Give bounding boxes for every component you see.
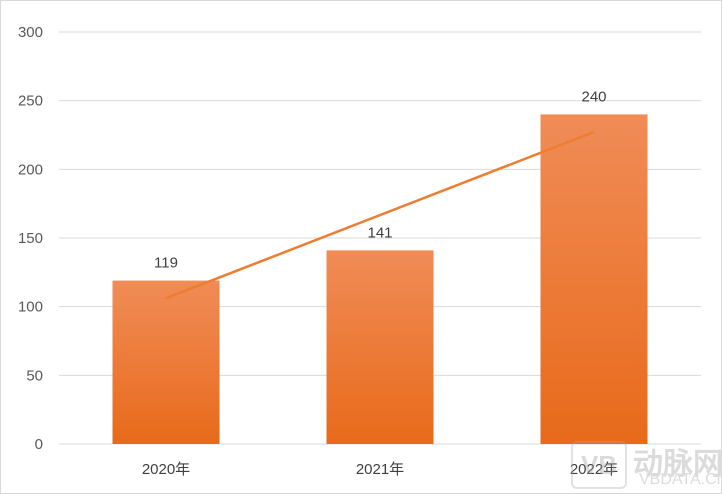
bar: [112, 280, 220, 444]
y-tick-label: 50: [26, 367, 43, 384]
x-tick-label: 2020年: [142, 461, 190, 478]
data-label: 240: [581, 88, 606, 105]
y-tick-label: 100: [18, 299, 43, 316]
watermark-cn: 动脉网: [633, 448, 722, 481]
y-tick-label: 300: [18, 24, 43, 41]
watermark-en: VBDATA.CN: [639, 471, 722, 488]
y-tick-label: 150: [18, 230, 43, 247]
trendline: [165, 130, 595, 300]
data-label: 141: [367, 224, 392, 241]
bar: [540, 114, 648, 445]
watermark-logo: VB: [571, 441, 627, 489]
bar: [326, 250, 434, 444]
x-tick-label: 2022年: [570, 461, 618, 478]
data-label: 119: [154, 255, 178, 272]
x-tick-label: 2021年: [356, 461, 404, 478]
y-tick-label: 250: [18, 93, 43, 110]
y-tick-label: 200: [18, 161, 43, 178]
y-tick-label: 0: [35, 436, 43, 453]
